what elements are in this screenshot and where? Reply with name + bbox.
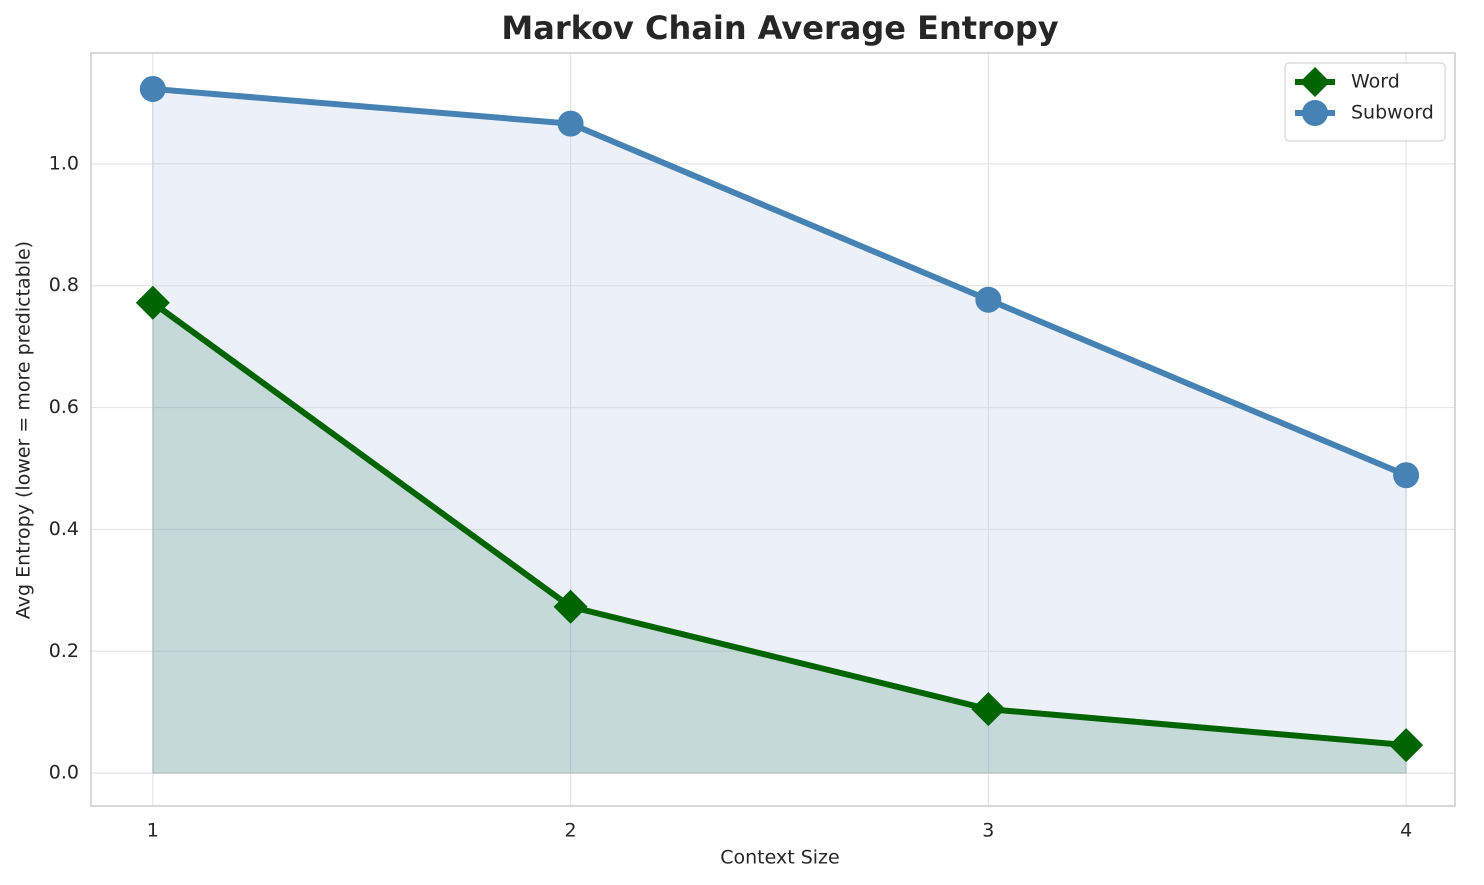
chart-title: Markov Chain Average Entropy [501,9,1058,47]
marker [1389,728,1424,763]
y-tick-label: 1.0 [49,152,79,174]
x-tick-label: 1 [147,820,159,842]
marker [975,286,1002,313]
x-tick-label: 2 [565,820,577,842]
line [152,85,1408,478]
y-tick-label: 0.8 [49,274,79,296]
y-tick-label: 0.0 [49,762,79,784]
y-tick-label: 0.2 [49,640,79,662]
marker [139,75,166,102]
x-tick-label: 3 [982,820,994,842]
marker [557,110,584,137]
marker [135,285,170,320]
line [151,300,1407,749]
plot-frame [90,52,1456,807]
marker [1393,462,1420,489]
marker [553,589,588,624]
marker [971,692,1006,727]
x-tick-label: 4 [1400,820,1412,842]
legend-marker [1300,67,1330,97]
y-tick-label: 0.6 [49,396,79,418]
y-axis-label: Avg Entropy (lower = more predictable) [13,241,35,619]
legend-label: Word [1351,71,1400,93]
legend-label: Subword [1351,102,1434,124]
x-axis-label: Context Size [720,847,839,869]
y-tick-label: 0.4 [49,518,79,540]
legend-marker [1302,100,1328,126]
